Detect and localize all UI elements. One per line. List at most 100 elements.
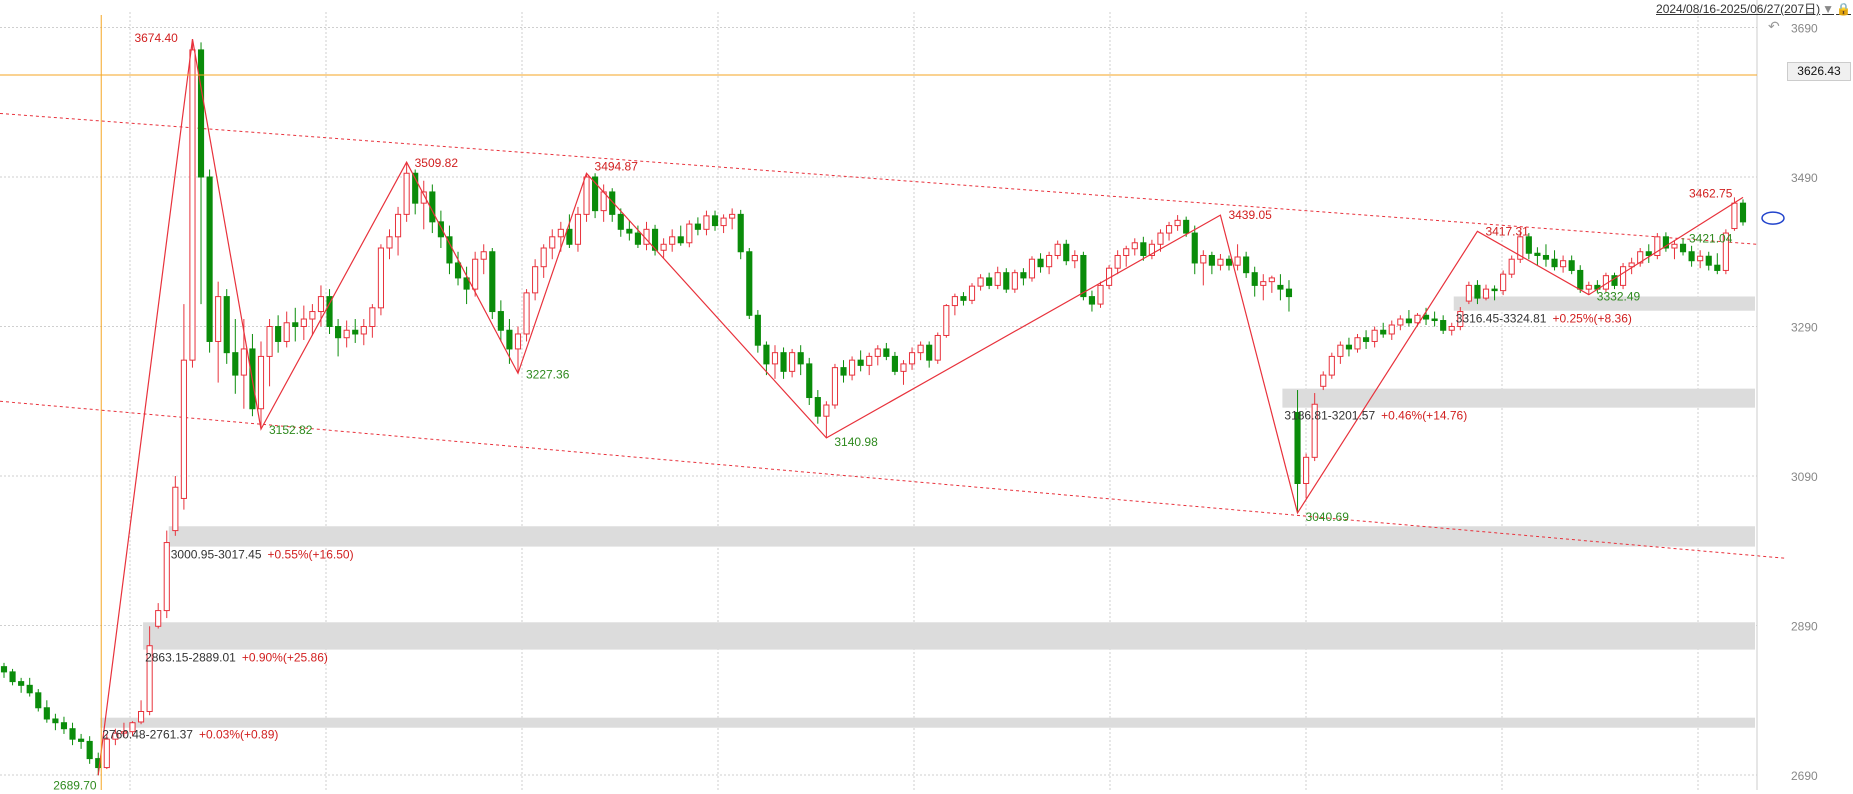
candle-body	[309, 311, 316, 320]
candle-body	[112, 732, 119, 740]
swing-label-low: 3227.36	[526, 367, 570, 381]
candle-body	[120, 731, 128, 734]
candle-body	[9, 671, 16, 683]
candle-body	[1448, 326, 1455, 331]
candle-body	[1054, 243, 1061, 256]
candle-body	[489, 251, 496, 313]
candle-body	[857, 359, 864, 366]
candle-body	[532, 266, 539, 294]
candle-body	[472, 258, 479, 290]
dropdown-triangle-icon[interactable]: ▼	[1822, 2, 1835, 16]
candle-body	[1517, 236, 1524, 260]
candle-body	[386, 236, 393, 249]
candle-body	[317, 296, 325, 313]
candle-body	[480, 251, 487, 260]
candle-body	[951, 296, 958, 307]
candle-body	[514, 333, 522, 350]
candle-body	[694, 223, 701, 230]
candle-body	[369, 307, 376, 328]
candle-body	[1260, 281, 1267, 286]
lock-icon[interactable]: 🔒	[1836, 2, 1851, 16]
y-tick-label: 3090	[1791, 470, 1818, 484]
candle-body	[617, 213, 624, 230]
lower-trend-line	[0, 400, 1786, 559]
candle-body	[1157, 232, 1164, 245]
candle-body	[86, 740, 93, 760]
candle-body	[1328, 355, 1335, 376]
swing-label-high: 3674.40	[134, 31, 178, 45]
candle-body	[420, 191, 427, 204]
candle-body	[18, 681, 25, 686]
candle-body	[968, 285, 976, 301]
gap-zone	[168, 526, 1755, 547]
gap-pct-label: +0.46%(+14.76)	[1381, 409, 1467, 423]
candle-body	[1431, 318, 1438, 322]
candle-body	[523, 292, 530, 335]
candle-body	[814, 397, 821, 417]
candle-body	[1080, 254, 1087, 298]
price-axis: 3690 3490 3290 3090 2890 2690	[1756, 0, 1818, 790]
candle-body	[1371, 329, 1378, 342]
crosshair-price-label: 3626.43	[1787, 62, 1851, 81]
candle-body	[43, 707, 50, 720]
candle-body	[891, 355, 898, 372]
candle-body	[146, 645, 153, 713]
y-tick-label: 3290	[1791, 321, 1818, 335]
candle-body	[1303, 456, 1310, 484]
candle-body	[917, 344, 924, 354]
candle-body	[908, 352, 916, 365]
candle-body	[943, 305, 950, 336]
candle-body	[412, 172, 419, 204]
y-tick-label: 2690	[1791, 769, 1818, 783]
candle-body	[1165, 225, 1173, 234]
candle-body	[677, 236, 684, 244]
candle-body	[1422, 314, 1430, 320]
candle-body	[849, 359, 856, 376]
candle-body	[360, 326, 367, 335]
candle-body	[0, 666, 8, 673]
candle-body	[394, 213, 402, 238]
gap-pct-label: +0.90%(+25.86)	[242, 651, 328, 665]
candle-body	[129, 722, 136, 733]
candle-body	[1097, 284, 1104, 305]
gap-zone	[1282, 388, 1755, 408]
candle-body	[163, 542, 170, 612]
candle-body	[703, 215, 710, 230]
candle-body	[1243, 256, 1250, 274]
candle-body	[634, 232, 641, 245]
candle-body	[215, 296, 222, 342]
candle-body	[583, 176, 590, 215]
y-tick-label: 3690	[1791, 21, 1818, 35]
candle-body	[609, 191, 616, 215]
candle-body	[240, 348, 247, 376]
candle-body	[669, 236, 676, 245]
candle-body	[754, 314, 761, 346]
candle-body	[206, 176, 213, 342]
candle-body	[506, 329, 513, 350]
y-tick-label: 2890	[1791, 620, 1818, 634]
candle-body	[711, 215, 719, 227]
candle-body	[557, 228, 564, 238]
candle-body	[1234, 256, 1241, 266]
candle-body	[1285, 288, 1293, 298]
y-tick-label: 3490	[1791, 171, 1818, 185]
candle-body	[1542, 254, 1550, 260]
candle-body	[1500, 273, 1507, 292]
candle-body	[1697, 255, 1704, 262]
candle-body	[1585, 284, 1592, 290]
candle-body	[1345, 344, 1353, 350]
candle-body	[1294, 411, 1301, 484]
candle-body	[1560, 260, 1567, 268]
candle-body	[1645, 251, 1652, 256]
candle-body	[352, 329, 359, 335]
candle-body	[1354, 337, 1361, 350]
candle-body	[1037, 258, 1044, 268]
date-range-text[interactable]: 2024/08/16-2025/06/27(207日)	[1656, 2, 1821, 16]
candle-body	[1251, 272, 1258, 286]
candle-body	[1277, 284, 1284, 290]
date-range-header[interactable]: 2024/08/16-2025/06/27(207日) ▼ 🔒	[1656, 0, 1851, 17]
swing-label-low: 3040.69	[1306, 510, 1350, 524]
candle-body	[155, 610, 162, 627]
undo-icon[interactable]: ↶	[1768, 18, 1780, 34]
